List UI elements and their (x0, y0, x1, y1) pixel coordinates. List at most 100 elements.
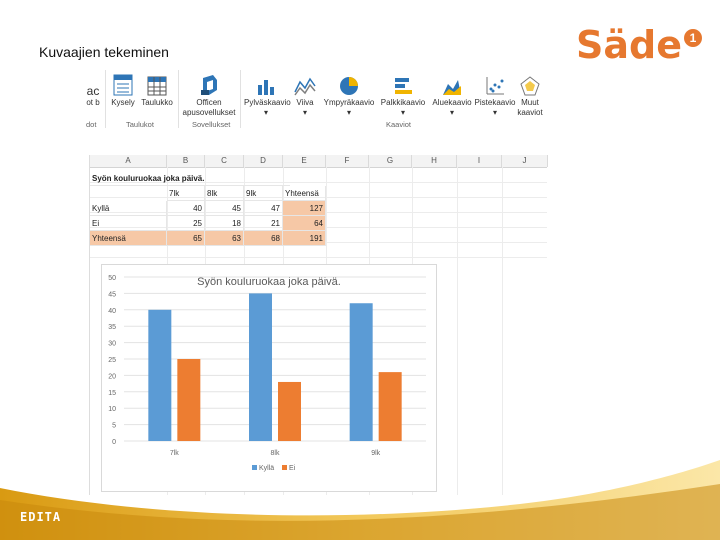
excel-ribbon: ac ot b Kysely Taulukko Officen apusovel… (84, 64, 546, 130)
value-cell[interactable]: 45 (205, 201, 244, 216)
table-button[interactable]: Taulukko (140, 70, 174, 108)
ribbon-partial-label: ot b (86, 98, 100, 107)
line-chart-label: Viiva (296, 98, 314, 107)
area-chart-icon (430, 70, 474, 96)
y-tick-label: 25 (108, 357, 116, 364)
chevron-down-icon[interactable]: ▾ (263, 108, 268, 117)
y-tick-label: 20 (108, 373, 116, 380)
y-tick-label: 10 (108, 406, 116, 413)
sade-logo: Säde 1 (576, 24, 702, 66)
row-label-cell[interactable]: Yhteensä (90, 231, 167, 246)
header-cell[interactable]: Yhteensä (283, 186, 326, 201)
total-cell[interactable]: 127 (283, 201, 326, 216)
other-charts-label2: kaaviot (517, 108, 543, 117)
table-label: Taulukko (141, 98, 173, 107)
column-header[interactable]: I (457, 155, 502, 167)
bar-chart-button[interactable]: Palkkikaavio ▾ (378, 70, 428, 118)
line-chart-button[interactable]: Viiva ▾ (290, 70, 320, 118)
office-apps-label: Officen (196, 98, 222, 107)
scatter-chart-button[interactable]: Pistekaavio ▾ (474, 70, 516, 118)
legend-label: Kyllä (259, 465, 274, 472)
y-tick-label: 50 (108, 275, 116, 282)
ribbon-group-partial: dot (86, 120, 97, 129)
total-cell[interactable]: 63 (205, 231, 244, 246)
chevron-down-icon[interactable]: ▾ (302, 108, 307, 117)
chart-container[interactable]: Syön kouluruokaa joka päivä. 0 5 10 15 20 25 30… (101, 264, 437, 492)
y-tick-label: 30 (108, 341, 116, 348)
value-cell[interactable]: 18 (205, 216, 244, 231)
value-cell[interactable]: 25 (167, 216, 205, 231)
chevron-down-icon[interactable]: ▾ (492, 108, 497, 117)
ribbon-partial-item[interactable]: ac ot b (84, 70, 102, 108)
total-cell[interactable]: 64 (283, 216, 326, 231)
other-charts-button[interactable]: Muut kaaviot (516, 70, 544, 118)
slide-title: Kuvaajien tekeminen (39, 44, 169, 60)
ribbon-separator (178, 70, 179, 128)
chevron-down-icon[interactable]: ▾ (449, 108, 454, 117)
bar-kyll--9lk (349, 303, 373, 441)
pie-chart-icon (322, 70, 376, 96)
value-cell[interactable]: 21 (244, 216, 283, 231)
bar-ei-7lk (177, 359, 201, 441)
bar-chart: Syön kouluruokaa joka päivä. 0 5 10 15 20 25 30… (108, 275, 426, 472)
legend-label: Ei (289, 465, 296, 472)
logo-badge: 1 (683, 29, 702, 47)
column-header[interactable]: F (326, 155, 369, 167)
office-apps-button[interactable]: Officen apusovellukset (181, 70, 237, 118)
y-tick-label: 45 (108, 291, 116, 298)
header-cell[interactable]: 9lk (244, 186, 283, 201)
line-chart-icon (290, 70, 320, 96)
office-apps-icon (181, 70, 237, 96)
column-header[interactable]: B (167, 155, 205, 167)
value-cell[interactable]: 47 (244, 201, 283, 216)
y-tick-label: 35 (108, 324, 116, 331)
survey-icon (108, 70, 138, 96)
survey-label: Kysely (111, 98, 135, 107)
column-header[interactable]: H (412, 155, 457, 167)
pie-chart-label: Ympyräkaavio (323, 98, 375, 107)
row-label-cell[interactable]: Ei (90, 216, 167, 231)
chart-title: Syön kouluruokaa joka päivä. (197, 276, 341, 288)
y-tick-label: 0 (112, 439, 116, 446)
legend-swatch (282, 465, 287, 470)
legend-swatch (252, 465, 257, 470)
column-header[interactable]: G (369, 155, 412, 167)
ribbon-separator (240, 70, 241, 128)
x-tick-label: 8lk (271, 450, 280, 457)
column-chart-button[interactable]: Pylväskaavio ▾ (244, 70, 291, 118)
scatter-chart-icon (474, 70, 516, 96)
x-tick-label: 9lk (371, 450, 380, 457)
bar-chart-icon (378, 70, 428, 96)
bar-ei-9lk (378, 372, 402, 441)
column-header[interactable]: C (205, 155, 244, 167)
bar-kyll--8lk (249, 293, 272, 441)
column-header[interactable]: D (244, 155, 283, 167)
ribbon-group-apps: Sovellukset (192, 120, 231, 129)
header-cell[interactable]: 7lk (167, 186, 205, 201)
chevron-down-icon[interactable]: ▾ (400, 108, 405, 117)
total-cell[interactable]: 65 (167, 231, 205, 246)
area-chart-button[interactable]: Aluekaavio ▾ (430, 70, 474, 118)
ribbon-group-tables: Taulukot (126, 120, 154, 129)
footer-wave-band (0, 460, 720, 540)
column-header[interactable]: A (90, 155, 167, 167)
y-tick-label: 5 (112, 423, 116, 430)
table-title-cell[interactable]: Syön kouluruokaa joka päivä. (90, 171, 290, 186)
bar-kyll--7lk (148, 309, 172, 441)
total-cell[interactable]: 68 (244, 231, 283, 246)
header-cell[interactable]: 8lk (205, 186, 244, 201)
survey-button[interactable]: Kysely (108, 70, 138, 108)
other-charts-icon (516, 70, 544, 96)
row-label-cell[interactable]: Kyllä (90, 201, 167, 216)
total-cell[interactable]: 191 (283, 231, 326, 246)
column-header[interactable]: J (502, 155, 548, 167)
pie-chart-button[interactable]: Ympyräkaavio ▾ (322, 70, 376, 118)
ribbon-group-charts: Kaaviot (386, 120, 412, 129)
chevron-down-icon[interactable]: ▾ (346, 108, 351, 117)
column-header[interactable]: E (283, 155, 326, 167)
value-cell[interactable]: 40 (167, 201, 205, 216)
other-charts-label: Muut (521, 98, 539, 107)
bar-ei-8lk (278, 381, 301, 441)
ribbon-separator (105, 70, 106, 128)
office-apps-label2: apusovellukset (182, 108, 236, 117)
